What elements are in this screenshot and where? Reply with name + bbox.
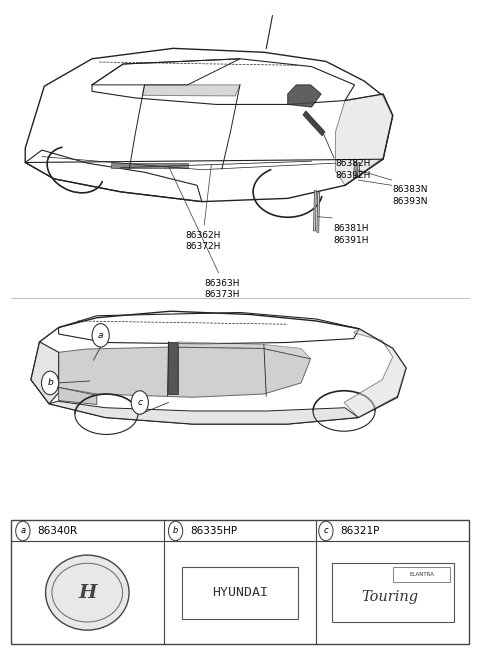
Circle shape: [131, 391, 148, 414]
Polygon shape: [178, 342, 311, 359]
Text: 86363H
86373H: 86363H 86373H: [204, 278, 240, 299]
Text: b: b: [47, 379, 53, 388]
Text: 86382H
86392H: 86382H 86392H: [336, 159, 371, 179]
Text: 86335HP: 86335HP: [191, 526, 238, 536]
Polygon shape: [59, 388, 97, 404]
Text: H: H: [78, 584, 96, 602]
Circle shape: [92, 324, 109, 347]
Text: 86362H
86372H: 86362H 86372H: [185, 231, 220, 252]
Circle shape: [319, 521, 333, 541]
Polygon shape: [142, 85, 240, 96]
Polygon shape: [59, 347, 311, 398]
Polygon shape: [317, 192, 320, 233]
Text: 86340R: 86340R: [37, 526, 78, 536]
Text: ELANTRA: ELANTRA: [409, 572, 434, 577]
Polygon shape: [344, 329, 406, 417]
Bar: [111, 163, 188, 168]
Text: 86321P: 86321P: [341, 526, 380, 536]
Text: c: c: [137, 398, 142, 407]
Text: 86383N
86393N: 86383N 86393N: [393, 185, 428, 206]
Text: 86381H
86391H: 86381H 86391H: [333, 225, 369, 245]
Circle shape: [41, 371, 59, 395]
Text: a: a: [20, 527, 25, 536]
Polygon shape: [288, 85, 321, 107]
Polygon shape: [358, 162, 360, 178]
Polygon shape: [354, 161, 357, 178]
Polygon shape: [31, 342, 59, 404]
Ellipse shape: [46, 555, 129, 630]
Circle shape: [16, 521, 30, 541]
Circle shape: [168, 521, 183, 541]
Text: HYUNDAI: HYUNDAI: [212, 586, 268, 599]
Polygon shape: [303, 111, 325, 136]
Polygon shape: [49, 402, 359, 424]
Polygon shape: [313, 191, 316, 231]
Text: b: b: [173, 527, 178, 536]
Polygon shape: [168, 342, 178, 394]
Text: c: c: [324, 527, 328, 536]
Text: Touring: Touring: [362, 590, 419, 603]
Text: a: a: [98, 331, 103, 340]
Polygon shape: [336, 94, 393, 185]
